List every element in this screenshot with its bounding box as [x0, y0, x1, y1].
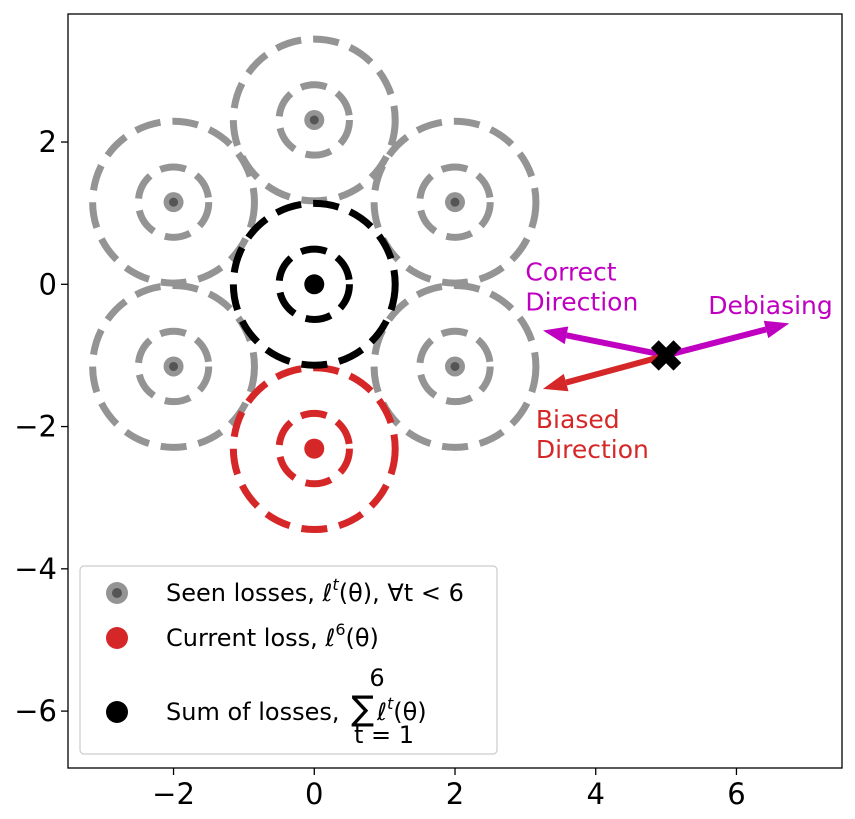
legend: Seen losses, ℓt(θ), ∀t < 6 Current loss, … — [79, 565, 498, 755]
sum-of-losses-center-point — [304, 274, 325, 295]
x-tick-label: 4 — [587, 777, 605, 811]
annotation-1-line-1: Correct — [525, 258, 616, 287]
current-loss-ring-1 — [275, 409, 353, 488]
y-tick-label: −6 — [14, 694, 57, 728]
seen-loss-3-center-dot — [450, 361, 460, 371]
annotation-3-line-1: Biased — [536, 405, 620, 434]
seen-loss-3 — [370, 282, 540, 451]
arrow-3-shaft — [665, 326, 767, 359]
rings-layer — [89, 35, 540, 534]
theta-x-bar-2 — [650, 340, 682, 371]
legend-sum-upper: 6 — [369, 664, 384, 692]
annotation-3-line-2: Direction — [536, 435, 649, 464]
arrow-3-head — [763, 320, 790, 339]
arrow-1-head — [542, 326, 569, 345]
arrow-2-head — [542, 373, 569, 392]
y-tick-label: 0 — [39, 267, 57, 301]
y-tick-label: 2 — [39, 125, 57, 159]
seen-loss-4-ring-1 — [134, 327, 213, 406]
seen-loss-3-ring-2 — [370, 282, 540, 451]
arrows-layer — [542, 320, 790, 392]
seen-loss-5-ring-1 — [134, 163, 213, 241]
seen-loss-1-center-dot — [309, 115, 319, 125]
seen-loss-3-ring-1 — [416, 327, 494, 406]
x-tick-label: 0 — [305, 777, 323, 811]
seen-loss-2-center-dot — [450, 197, 460, 207]
x-tick-label: −2 — [152, 777, 195, 811]
legend-marker-dot — [112, 588, 122, 598]
theta-x-marker — [650, 340, 682, 371]
legend-label-1: Seen losses, ℓt(θ), ∀t < 6 — [166, 575, 464, 607]
annotation-2-line-1: Debiasing — [708, 291, 832, 320]
sum-of-losses-ring-2 — [229, 199, 399, 369]
legend-marker-2 — [106, 627, 128, 649]
arrow-2-shaft — [565, 352, 667, 386]
x-tick-label: 2 — [446, 777, 464, 811]
legend-sum-lower: t = 1 — [354, 721, 414, 749]
legend-frame — [79, 565, 498, 755]
seen-loss-4-center-dot — [169, 361, 179, 371]
seen-loss-1-ring-1 — [275, 81, 353, 159]
y-tick-label: −4 — [14, 552, 57, 586]
annotation-1-line-2: Direction — [525, 288, 638, 317]
legend-label-2: Current loss, ℓ6(θ) — [166, 620, 379, 652]
ticks-layer: −2 0 2 4 6 −6 −4 −2 0 2 — [14, 125, 745, 811]
seen-loss-5-center-dot — [169, 197, 179, 207]
legend-label-3: Sum of losses, ∑ ℓt(θ) — [166, 689, 427, 729]
seen-loss-2-ring-1 — [416, 163, 494, 241]
sum-of-losses-ring-1 — [275, 245, 353, 323]
legend-marker-3 — [106, 701, 128, 723]
sum-of-losses — [229, 199, 399, 369]
arrow-1-shaft — [565, 332, 667, 359]
y-tick-label: −2 — [14, 410, 57, 444]
x-tick-label: 6 — [727, 777, 745, 811]
seen-loss-5 — [89, 117, 258, 287]
current-loss-center-point — [304, 438, 325, 459]
seen-loss-5-ring-2 — [89, 117, 258, 287]
